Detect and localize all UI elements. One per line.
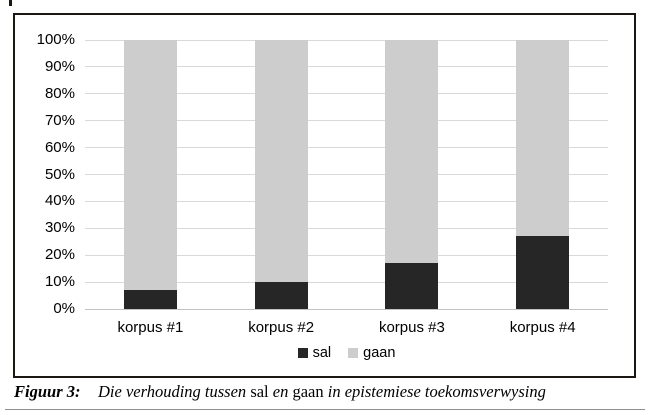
bar-segment-gaan xyxy=(123,40,177,291)
bar-korpus-#4 xyxy=(516,40,570,309)
caption-segment: sal xyxy=(250,382,269,401)
y-axis-tick: 60% xyxy=(44,138,75,156)
scan-artifact-mark xyxy=(9,0,12,6)
legend-item-sal: sal xyxy=(297,345,332,361)
y-axis-tick: 80% xyxy=(44,84,75,102)
caption-segment: en xyxy=(268,382,293,401)
y-axis-tick: 70% xyxy=(44,111,75,129)
caption-segment: in epistemiese toekomsverwysing xyxy=(323,382,546,401)
separator-rule xyxy=(5,409,645,411)
gridline xyxy=(85,93,608,95)
gridline xyxy=(85,66,608,68)
gridline xyxy=(85,200,608,202)
bar-segment-sal xyxy=(385,263,439,309)
gridline xyxy=(85,147,608,149)
gridline xyxy=(85,281,608,283)
figure-caption-label: Figuur 3: xyxy=(14,382,81,401)
bar-korpus-#3 xyxy=(385,40,439,309)
plot-area xyxy=(85,39,608,310)
legend-swatch-icon xyxy=(297,348,308,358)
bar-segment-gaan xyxy=(516,40,570,237)
gridline xyxy=(85,227,608,229)
legend-label: sal xyxy=(312,345,332,361)
x-axis-label: korpus #1 xyxy=(117,319,184,336)
bar-segment-sal xyxy=(254,282,308,309)
y-axis-tick: 20% xyxy=(44,246,75,264)
figure-caption: Figuur 3: Die verhouding tussen sal en g… xyxy=(14,381,644,402)
bar-segment-sal xyxy=(123,290,177,309)
caption-segment: gaan xyxy=(292,382,324,401)
bar-korpus-#2 xyxy=(254,40,308,309)
bar-segment-sal xyxy=(516,236,570,309)
gridline xyxy=(85,39,608,41)
y-axis-tick: 30% xyxy=(44,219,75,237)
x-axis-line xyxy=(85,308,608,310)
figure-caption-text: Die verhouding tussen sal en gaan in epi… xyxy=(98,381,546,402)
gridline xyxy=(85,120,608,122)
y-axis-tick: 10% xyxy=(44,273,75,291)
bar-korpus-#1 xyxy=(123,40,177,309)
y-axis-tick: 90% xyxy=(44,57,75,75)
y-axis-tick: 50% xyxy=(44,165,75,183)
gridline xyxy=(85,174,608,175)
legend-label: gaan xyxy=(363,345,396,361)
chart-legend: sal gaan xyxy=(85,344,608,362)
bar-segment-gaan xyxy=(385,40,439,264)
y-axis-tick: 0% xyxy=(53,300,75,317)
gridline xyxy=(85,254,608,256)
y-axis-tick: 40% xyxy=(44,192,75,210)
caption-segment: Die verhouding tussen xyxy=(98,382,251,401)
legend-item-gaan: gaan xyxy=(348,345,395,361)
legend-swatch-icon xyxy=(348,348,359,358)
y-axis-tick: 100% xyxy=(36,31,75,48)
x-axis-label: korpus #4 xyxy=(509,319,576,336)
chart-frame: sal gaan 100% 90% 80% 70% 60% 50% 40% 30% 20% 10% 0… xyxy=(13,13,636,378)
x-axis-label: korpus #2 xyxy=(248,319,315,336)
x-axis-label: korpus #3 xyxy=(378,319,445,336)
bar-segment-gaan xyxy=(254,40,308,283)
